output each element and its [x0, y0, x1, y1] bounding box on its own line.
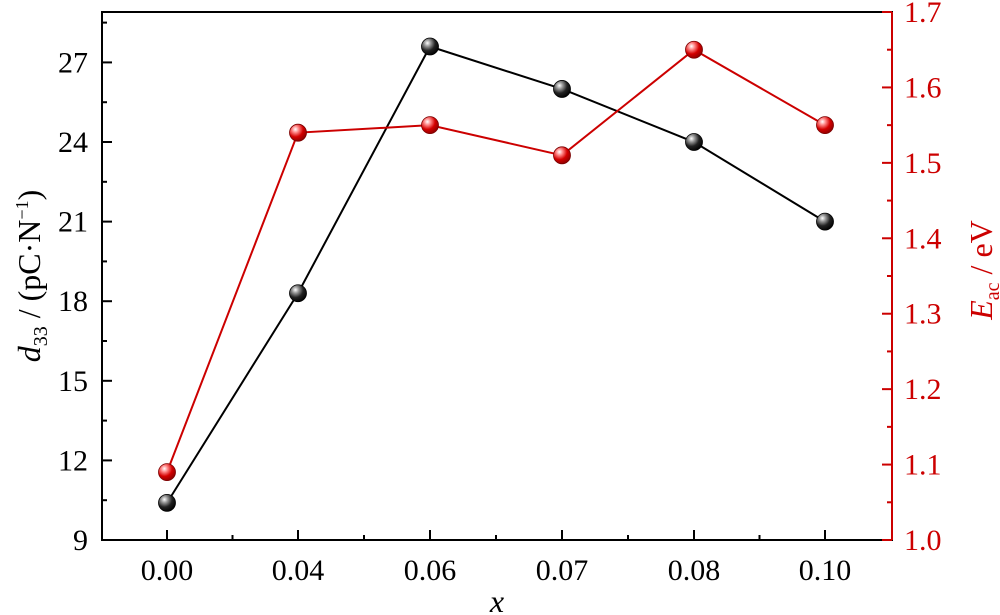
series-lines	[166, 45, 826, 504]
d33-series-line	[166, 45, 826, 504]
eac-data-point	[553, 146, 571, 165]
x-tick-label: 0.04	[272, 554, 325, 587]
y-left-tick-label: 9	[73, 524, 88, 557]
y-left-axis-ticks: 9 12 15 18 21 24 27	[58, 21, 112, 557]
x-axis-label: x	[489, 583, 504, 615]
y-right-tick-label: 1.0	[904, 524, 942, 557]
eac-series-line	[166, 48, 826, 473]
d33-data-point	[685, 133, 703, 151]
y-left-tick-label: 21	[58, 206, 88, 239]
d33-data-point	[158, 493, 176, 512]
d33-data-point	[289, 284, 307, 303]
eac-data-point	[289, 123, 307, 142]
y-right-tick-label: 1.1	[904, 449, 942, 482]
y-right-axis-label: Eac / eV	[963, 220, 1000, 321]
plot-frame	[101, 11, 893, 541]
x-tick-label: 0.08	[668, 554, 721, 587]
d33-data-point	[553, 80, 571, 98]
x-axis-ticks: 0.00 0.04 0.06 0.07 0.08 0.10	[141, 530, 852, 587]
series-points	[158, 37, 834, 512]
y-left-tick-label: 24	[58, 126, 88, 159]
x-tick-label: 0.10	[799, 554, 852, 587]
d33-data-point	[816, 212, 834, 231]
y-right-tick-label: 1.5	[904, 147, 942, 180]
y-right-axis-ticks: 1.0 1.1 1.2 1.3 1.4 1.5 1.6 1.7	[882, 0, 942, 557]
y-left-axis-label: d33 / (pC·N−1)	[11, 190, 52, 362]
y-right-tick-label: 1.7	[904, 0, 942, 29]
eac-data-point	[685, 40, 703, 59]
y-right-tick-label: 1.2	[904, 373, 942, 406]
y-left-tick-label: 12	[58, 444, 88, 477]
x-tick-label: 0.07	[536, 554, 589, 587]
x-tick-label: 0.06	[404, 554, 457, 587]
eac-data-point	[158, 463, 176, 482]
eac-data-point	[421, 116, 439, 135]
d33-data-point	[421, 37, 439, 56]
y-right-tick-label: 1.4	[904, 222, 942, 255]
y-right-tick-label: 1.3	[904, 298, 942, 331]
x-tick-label: 0.00	[141, 554, 194, 587]
y-left-tick-label: 18	[58, 285, 88, 318]
y-right-tick-label: 1.6	[904, 71, 942, 104]
eac-data-point	[816, 116, 834, 135]
y-left-tick-label: 27	[58, 46, 88, 79]
y-left-tick-label: 15	[58, 365, 88, 398]
